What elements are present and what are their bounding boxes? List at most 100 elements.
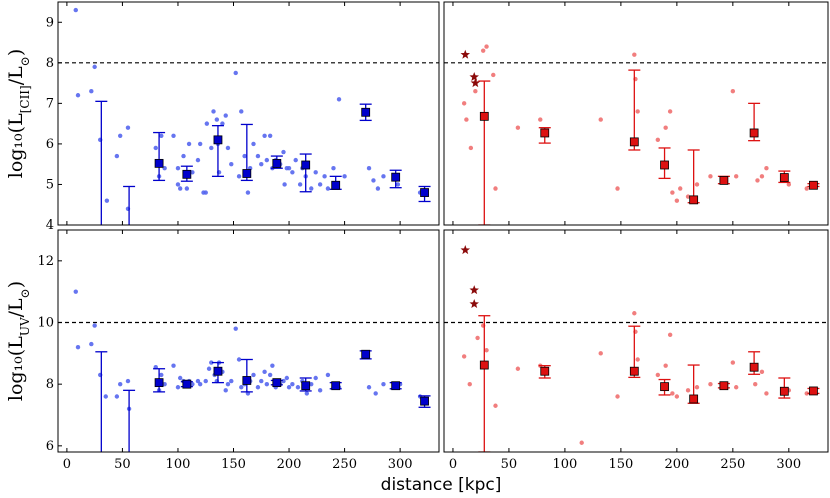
y-axis-label-subscript: [CII] [18, 85, 32, 113]
data-point [667, 109, 673, 114]
star-marker [460, 49, 471, 59]
data-point [685, 388, 691, 393]
data-point [342, 174, 347, 179]
binned-marker [154, 378, 164, 388]
star-marker [460, 245, 471, 255]
star-marker [469, 72, 479, 82]
data-point [655, 372, 661, 378]
data-point [615, 186, 620, 191]
binned-marker [629, 366, 639, 376]
data-point [220, 121, 225, 126]
data-point [236, 357, 242, 362]
data-point [375, 186, 381, 191]
y-axis-label-subscript: ⊙ [18, 288, 32, 298]
data-point [104, 198, 110, 203]
data-point [171, 133, 176, 138]
panel-cii-blue: 4 5 6 7 8 9 log₁₀(L[CII]/L⊙) [5, 1, 440, 233]
data-point [670, 190, 675, 195]
binned-marker [629, 137, 639, 147]
data-point [685, 194, 691, 199]
data-point [461, 101, 467, 106]
data-point [262, 369, 267, 375]
data-point [395, 182, 401, 187]
data-point [694, 182, 700, 187]
data-point [304, 391, 310, 396]
data-point [313, 375, 318, 381]
y-tick-label: 5 [46, 177, 54, 192]
binned-marker [540, 128, 550, 138]
star-marker [469, 285, 479, 295]
data-point [177, 186, 183, 191]
data-point [325, 372, 331, 378]
y-tick-label: 9 [46, 15, 54, 30]
data-point [764, 166, 769, 171]
data-point [125, 125, 131, 130]
data-point [204, 121, 210, 126]
binned-marker [779, 173, 789, 182]
data-point [366, 166, 372, 171]
y-axis-label-part: /L [5, 66, 27, 85]
data-point [484, 348, 489, 353]
data-point [223, 388, 228, 393]
data-point [708, 174, 713, 179]
data-point [325, 186, 331, 191]
data-point [632, 52, 637, 57]
data-point [267, 372, 273, 378]
data-point [515, 125, 521, 130]
data-point [295, 385, 301, 390]
data-point [733, 385, 739, 390]
data-point [290, 170, 295, 175]
data-point [211, 109, 216, 114]
data-point [89, 341, 94, 347]
binned-marker [182, 169, 192, 179]
data-point [195, 378, 201, 384]
binned-marker [749, 128, 759, 138]
data-point [730, 89, 736, 94]
data-point [467, 381, 472, 387]
data-point [259, 161, 264, 167]
data-point [290, 381, 295, 387]
data-point [242, 153, 247, 159]
y-tick-label: 8 [46, 56, 54, 71]
y-axis-label-part: log₁₀(L [5, 336, 27, 401]
data-point [461, 354, 467, 359]
data-point [73, 7, 78, 13]
data-point [464, 117, 469, 122]
data-point [663, 125, 668, 130]
data-point [159, 133, 164, 138]
data-point [197, 381, 203, 387]
y-axis-label-part: log₁₀(L [5, 113, 27, 178]
data-point [75, 344, 81, 350]
data-point [804, 186, 809, 191]
data-point [270, 363, 275, 368]
data-point [209, 360, 214, 365]
binned-marker [660, 160, 669, 170]
data-point [229, 161, 234, 167]
data-point [114, 153, 120, 159]
x-tick-label: 250 [332, 457, 357, 472]
binned-marker [420, 396, 429, 406]
data-point [635, 357, 640, 362]
data-point [667, 332, 673, 338]
data-point [381, 381, 386, 387]
data-point [381, 174, 386, 179]
data-point [615, 394, 620, 399]
data-point [267, 133, 273, 138]
data-point [118, 133, 123, 138]
data-point [255, 385, 261, 390]
binned-marker [213, 366, 223, 376]
data-point [674, 394, 680, 399]
data-point [733, 174, 739, 179]
binned-marker [809, 386, 818, 396]
data-point [317, 388, 323, 393]
data-point [103, 394, 108, 399]
data-point [674, 198, 680, 203]
y-tick-label: 12 [37, 254, 54, 269]
y-axis-label-subscript: ⊙ [18, 56, 32, 66]
x-tick-label: 200 [664, 457, 689, 472]
data-point [708, 381, 713, 387]
binned-marker [182, 379, 192, 389]
data-point [236, 174, 242, 179]
data-point [366, 385, 372, 390]
